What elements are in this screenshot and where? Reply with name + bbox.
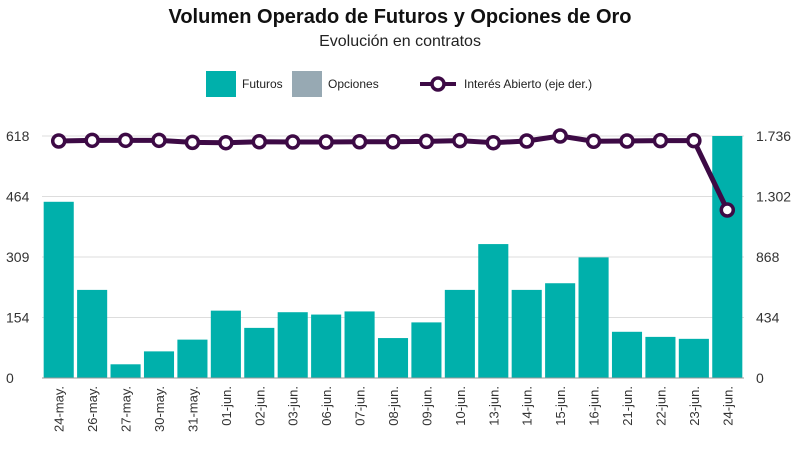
bar-futuros [210,310,241,378]
bar-futuros [578,257,609,378]
chart-subtitle: Evolución en contratos [319,33,481,50]
right-axis-tick-label: 0 [756,370,764,386]
point-interes-abierto [84,132,100,149]
x-axis-tick-label: 24-jun. [720,386,735,426]
bar-futuros [611,331,643,378]
bar-futuros [177,339,208,378]
bar-futuros [110,364,141,378]
point-interes-abierto [184,134,201,151]
x-axis-tick-label: 03-jun. [286,386,301,426]
bar-futuros [545,283,576,378]
point-interes-abierto [585,133,602,150]
point-interes-abierto [485,134,502,151]
left-axis-tick-label: 464 [6,189,30,205]
x-axis-tick-label: 23-jun. [687,386,702,426]
right-axis-tick-label: 868 [756,249,780,265]
x-axis-tick-label: 22-jun. [653,386,668,426]
bar-futuros [143,351,175,378]
left-axis-tick-label: 618 [6,128,30,144]
right-axis-tick-label: 1.736 [756,128,791,144]
x-axis-tick-label: 08-jun. [386,386,401,426]
x-axis-tick-label: 13-jun. [486,386,501,426]
x-axis-tick-label: 02-jun. [252,386,267,426]
point-interes-abierto [452,132,468,149]
point-interes-abierto [552,128,568,144]
point-interes-abierto [251,133,268,150]
legend-swatch-futuros [206,71,236,97]
point-interes-abierto [351,133,368,150]
point-interes-abierto [619,133,635,149]
bar-futuros [311,314,342,378]
x-axis-tick-label: 16-jun. [587,386,602,426]
x-axis-tick-label: 09-jun. [419,386,434,426]
x-axis-tick-label: 27-may. [119,386,134,432]
right-axis-tick-label: 434 [756,310,780,326]
legend-item-interes-abierto: Interés Abierto (eje der.) [418,70,592,98]
point-interes-abierto [652,132,669,149]
bar-futuros [712,136,743,378]
left-axis-tick-label: 0 [6,370,14,386]
bar-futuros [377,338,409,378]
point-interes-abierto [151,132,167,149]
x-axis-tick-label: 10-jun. [453,386,468,426]
x-axis-tick-label: 31-may. [185,386,200,432]
point-interes-abierto [686,132,702,149]
legend-item-futuros: Futuros [206,70,283,98]
point-interes-abierto [385,133,401,150]
bar-futuros [77,289,108,378]
x-axis-tick-label: 07-jun. [353,386,368,426]
point-interes-abierto [518,133,535,149]
x-axis-tick-label: 06-jun. [319,386,334,426]
left-axis-tick-label: 309 [6,249,30,265]
bar-futuros [411,322,442,378]
chart-legend: Futuros Opciones Interés Abierto (eje de… [0,70,800,100]
x-axis-tick-label: 24-may. [52,386,67,432]
bar-futuros [511,289,542,378]
point-interes-abierto [284,134,301,150]
bar-futuros [444,289,475,378]
legend-label-futuros: Futuros [242,77,283,91]
point-interes-abierto [218,134,234,151]
bar-futuros [277,312,308,378]
legend-swatch-interes-abierto [420,76,456,92]
chart-title: Volumen Operado de Futuros y Opciones de… [168,6,632,28]
bar-futuros [344,311,375,378]
legend-label-interes-abierto: Interés Abierto (eje der.) [464,77,593,91]
bar-futuros [678,338,709,378]
legend-swatch-opciones [292,71,322,97]
point-interes-abierto [318,134,334,150]
x-axis-tick-label: 26-may. [85,386,100,432]
x-axis-tick-label: 15-jun. [553,386,568,426]
bar-futuros [645,336,676,378]
bar-futuros [43,201,74,378]
point-interes-abierto [418,133,435,150]
point-interes-abierto [50,133,67,149]
legend-label-opciones: Opciones [328,77,379,91]
point-interes-abierto [117,132,134,149]
legend-item-opciones: Opciones [292,70,379,98]
left-axis-tick-label: 154 [6,310,30,326]
point-interes-abierto [719,202,736,218]
bar-futuros [244,327,275,378]
bar-futuros [478,244,509,378]
x-axis-tick-label: 21-jun. [620,386,635,426]
x-axis-tick-label: 01-jun. [219,386,234,426]
x-axis-tick-label: 14-jun. [520,386,535,426]
x-axis-tick-label: 30-may. [152,386,167,432]
right-axis-tick-label: 1.302 [756,189,791,205]
